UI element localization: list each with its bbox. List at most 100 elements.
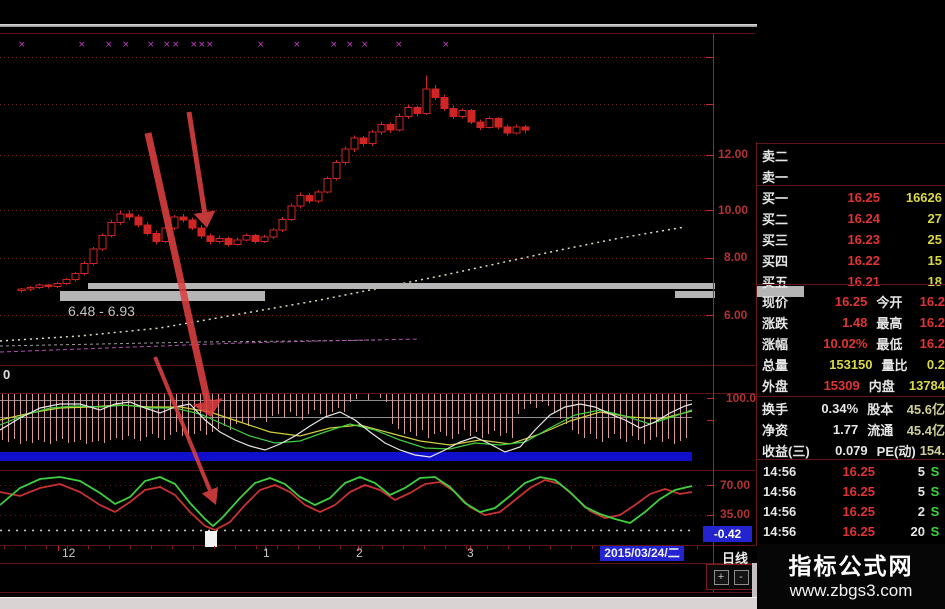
quote-label: 最低 (876, 336, 903, 352)
candle (341, 146, 350, 165)
signal-marks: × × × × × × × × × × × × × × × × × (18, 40, 450, 50)
trade-tick-row[interactable]: 14:56 16.25 5 S (757, 481, 945, 501)
quote-value: 0.2 (926, 356, 945, 372)
quote-info-row[interactable]: 涨跌 1.48 最高 16.2 (757, 312, 945, 332)
date-axis-label: 2 (356, 546, 363, 560)
sell-level-label: 卖二 (762, 148, 789, 164)
panel-separator (757, 459, 945, 460)
quote-label: 外盘 (762, 378, 789, 394)
buy-level-row[interactable]: 买五 16.21 18 (757, 271, 945, 291)
zoom-in-button[interactable]: + (713, 569, 729, 585)
candle (116, 211, 125, 225)
candle (188, 217, 197, 230)
fundamental-value: 154. (919, 442, 945, 458)
horizontal-scrollbar[interactable] (0, 597, 757, 609)
candle (26, 286, 35, 291)
fundamental-label: 流通 (867, 422, 894, 438)
quote-value: 15309 (823, 377, 860, 393)
trade-tick-row[interactable]: 14:56 16.25 2 S (757, 501, 945, 521)
x-mark: × (361, 40, 369, 50)
quote-value: 153150 (829, 356, 873, 372)
x-mark: × (442, 40, 450, 50)
candle (413, 105, 422, 117)
watermark-site-name: 指标公式网 (788, 552, 914, 579)
candle (224, 236, 233, 247)
buy-level-price: 16.24 (847, 210, 880, 226)
quote-label: 现价 (762, 294, 789, 310)
fundamental-row[interactable]: 换手 0.34% 股本 45.6亿 (757, 398, 945, 418)
candle (152, 230, 161, 245)
quote-info-row[interactable]: 涨幅 10.02% 最低 16.2 (757, 333, 945, 353)
quote-value: 16.2 (919, 293, 945, 309)
quote-info-row[interactable]: 外盘 15309 内盘 13784 (757, 375, 945, 395)
price-gridlines (0, 57, 713, 516)
x-mark: × (206, 40, 214, 50)
x-mark: × (163, 40, 171, 50)
chart-region[interactable]: × × × × × × × × × × × × × × × × × 6.48 - 6.93 0 12.00 10.… (0, 0, 761, 609)
trade-price: 16.25 (842, 523, 875, 539)
grey-bar (60, 291, 265, 301)
trade-time: 14:56 (763, 503, 797, 519)
grey-bars (60, 283, 715, 301)
quote-label: 量比 (881, 357, 908, 373)
magenta-dashed-ma (0, 338, 421, 353)
fundamental-value: 1.77 (832, 421, 859, 437)
price-range-label: 6.48 - 6.93 (68, 303, 135, 319)
candle (215, 235, 224, 244)
fundamental-label: 股本 (867, 401, 894, 417)
buy-level-label: 买四 (762, 253, 789, 269)
candle (359, 136, 368, 147)
candle (179, 214, 188, 223)
quote-info-row[interactable]: 现价 16.25 今开 16.2 (757, 291, 945, 311)
buy-level-row[interactable]: 买三 16.23 25 (757, 229, 945, 249)
indicator-axis-label: 70.00 (720, 478, 751, 492)
sell-level-row[interactable]: 卖一 (757, 166, 945, 186)
x-mark: × (190, 40, 198, 50)
buy-level-price: 16.21 (847, 273, 880, 289)
fundamental-row[interactable]: 净资 1.77 流通 45.4亿 (757, 419, 945, 439)
zoom-out-button[interactable]: - (733, 569, 749, 585)
fundamental-row[interactable]: 收益(三) 0.079 PE(动) 154. (757, 440, 945, 460)
ma-overlays (0, 226, 686, 353)
buy-level-price: 16.22 (847, 252, 880, 268)
candle (35, 283, 44, 289)
buy-level-row[interactable]: 买一 16.25 16626 (757, 187, 945, 207)
cursor-marker (205, 531, 217, 547)
trade-volume: 2 (917, 503, 925, 519)
trade-tick-row[interactable]: 14:56 16.25 5 S (757, 461, 945, 481)
panel-separator (757, 143, 945, 144)
buy-level-row[interactable]: 买二 16.24 27 (757, 208, 945, 228)
quote-info-row[interactable]: 总量 153150 量比 0.2 (757, 354, 945, 374)
candle (422, 75, 431, 115)
candle (305, 193, 314, 204)
candle (521, 125, 530, 134)
date-axis-label: 1 (263, 546, 270, 560)
trade-price: 16.25 (842, 483, 875, 499)
quote-value: 1.48 (842, 314, 868, 330)
annotation-arrow (144, 132, 223, 417)
candle (44, 284, 53, 289)
x-mark: × (147, 40, 155, 50)
candle (431, 85, 440, 100)
buy-level-label: 买三 (762, 232, 789, 248)
candle (242, 233, 251, 242)
fundamental-label: 换手 (762, 401, 789, 417)
candle (107, 220, 116, 238)
indicator-zero-label: 0 (3, 367, 11, 382)
indicator2-green-line (0, 476, 693, 528)
buy-level-label: 买一 (762, 190, 789, 206)
buy-level-row[interactable]: 买四 16.22 15 (757, 250, 945, 270)
x-mark: × (172, 40, 180, 50)
quote-label: 最高 (876, 315, 903, 331)
buy-level-label: 买五 (762, 274, 789, 290)
candle (503, 124, 512, 136)
trade-price: 16.25 (842, 503, 875, 519)
price-axis-label: 8.00 (724, 250, 748, 264)
trade-time: 14:56 (763, 523, 797, 539)
watermark-url: www.zbgs3.com (789, 580, 913, 600)
candle (206, 233, 215, 245)
sell-level-row[interactable]: 卖二 (757, 145, 945, 165)
trade-tick-row[interactable]: 14:56 16.25 20 S (757, 521, 945, 541)
quote-value: 10.02% (823, 335, 868, 351)
indicator-axis-label: 100.0 (726, 391, 757, 405)
